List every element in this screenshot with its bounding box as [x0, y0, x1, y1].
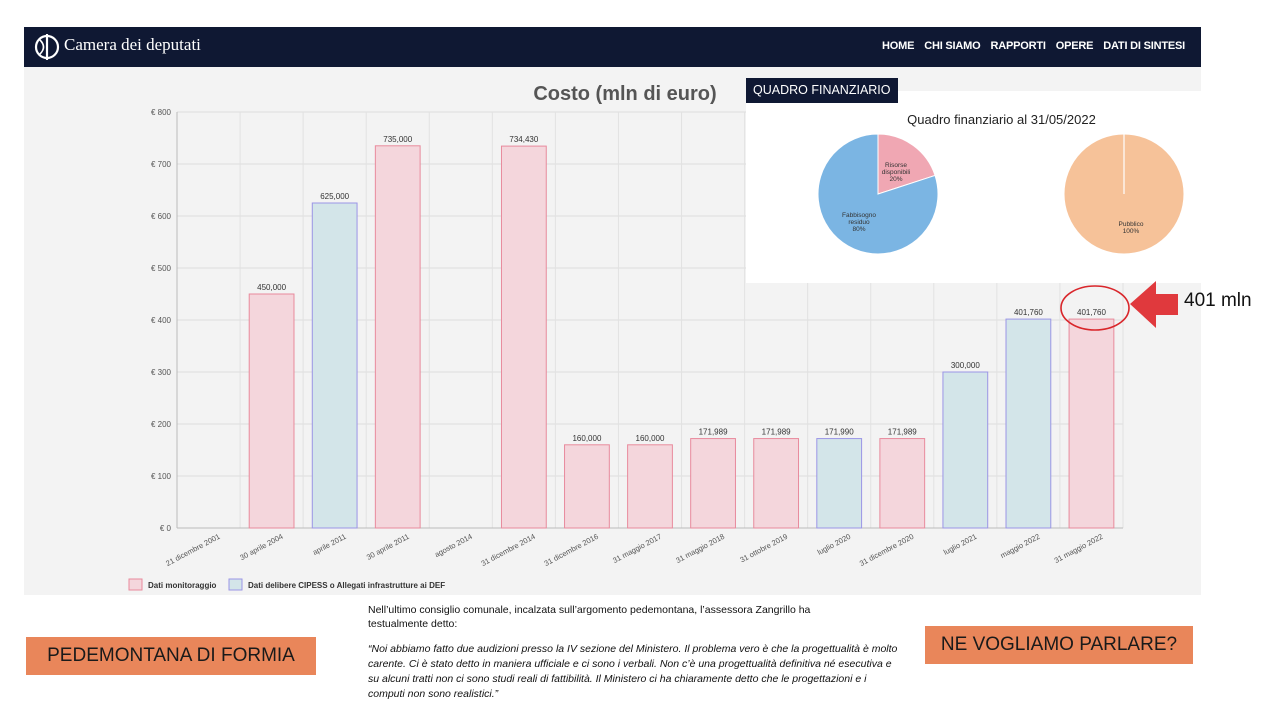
bar-value-label: 171,989	[699, 428, 728, 437]
y-tick-label: € 400	[151, 316, 172, 325]
quote-intro: Nell’ultimo consiglio comunale, incalzat…	[368, 604, 811, 630]
red-arrow-icon	[1130, 281, 1178, 328]
y-tick-label: € 100	[151, 472, 172, 481]
bar	[248, 293, 295, 529]
pie-right-slice-label: 100%	[1123, 228, 1140, 235]
nav-menu: HOME CHI SIAMO RAPPORTI OPERE DATI DI SI…	[882, 40, 1185, 52]
bar	[1005, 318, 1052, 529]
pie-right-slice-label: Pubblico	[1119, 221, 1144, 228]
tag-pedemontana: PEDEMONTANA DI FORMIA	[26, 637, 316, 675]
y-tick-label: € 200	[151, 420, 172, 429]
bar	[1068, 318, 1115, 529]
top-navbar: Camera dei deputati HOME CHI SIAMO RAPPO…	[24, 27, 1201, 67]
pie-left-slice-label: disponibili	[882, 169, 911, 176]
pie-left-slice	[877, 133, 936, 195]
bar	[753, 438, 800, 529]
pie-left-slice-label: Fabbisogno	[842, 212, 876, 219]
y-tick-label: € 800	[151, 108, 172, 117]
bar	[311, 202, 358, 529]
nav-opere[interactable]: OPERE	[1055, 40, 1094, 52]
y-tick-label: € 600	[151, 212, 172, 221]
bar-value-label: 160,000	[572, 434, 601, 443]
bar	[690, 438, 736, 529]
pie-left-slice-label: 20%	[889, 176, 902, 183]
legend-label-cipess: Dati delibere CIPESS o Allegati infrastr…	[248, 581, 445, 590]
nav-rapporti[interactable]: RAPPORTI	[990, 40, 1046, 52]
bar	[816, 438, 863, 529]
legend-swatch-cipess	[228, 578, 243, 591]
bar-value-label: 171,990	[825, 428, 854, 437]
bar	[879, 438, 926, 529]
pie-title: Quadro finanziario al 31/05/2022	[907, 112, 1096, 127]
quote-text: “Noi abbiamo fatto due audizioni presso …	[368, 643, 898, 700]
bar	[564, 444, 610, 529]
legend-label-monitoraggio: Dati monitoraggio	[148, 581, 217, 590]
pie-left-slice-label: 80%	[852, 226, 865, 233]
nav-home[interactable]: HOME	[882, 40, 915, 52]
bar-value-label: 401,760	[1077, 308, 1106, 317]
y-tick-label: € 0	[160, 524, 172, 533]
highlight-circle	[1060, 285, 1130, 331]
chart-title: Costo (mln di euro)	[533, 83, 716, 105]
y-tick-label: € 300	[151, 368, 172, 377]
camera-logo-icon[interactable]	[32, 31, 62, 63]
bar-value-label: 171,989	[888, 428, 917, 437]
y-tick-label: € 700	[151, 160, 172, 169]
nav-chi-siamo[interactable]: CHI SIAMO	[924, 40, 981, 52]
bar	[942, 371, 989, 529]
bar	[500, 145, 547, 529]
legend-swatch-monitoraggio	[128, 578, 143, 591]
bar-value-label: 735,000	[383, 135, 412, 144]
bar-value-label: 171,989	[762, 428, 791, 437]
bar-value-label: 401,760	[1014, 308, 1043, 317]
tag-ne-vogliamo-parlare: NE VOGLIAMO PARLARE?	[925, 626, 1193, 664]
bar	[374, 145, 421, 529]
callout-401-mln: 401 mln	[1184, 290, 1252, 311]
bar-value-label: 160,000	[636, 434, 665, 443]
nav-dati-di-sintesi[interactable]: DATI DI SINTESI	[1103, 40, 1185, 52]
y-tick-label: € 500	[151, 264, 172, 273]
quadro-finanziario-button[interactable]: QUADRO FINANZIARIO	[746, 78, 898, 103]
bar-value-label: 625,000	[320, 192, 349, 201]
pie-left-slice-label: residuo	[848, 219, 870, 226]
brand-name[interactable]: Camera dei deputati	[64, 35, 201, 54]
pie-left-slice-label: Risorse	[885, 162, 907, 169]
bar-value-label: 734,430	[509, 135, 538, 144]
bar-value-label: 300,000	[951, 361, 980, 370]
pie-left-slice	[817, 133, 939, 255]
bar-value-label: 450,000	[257, 283, 286, 292]
bar	[627, 444, 673, 529]
